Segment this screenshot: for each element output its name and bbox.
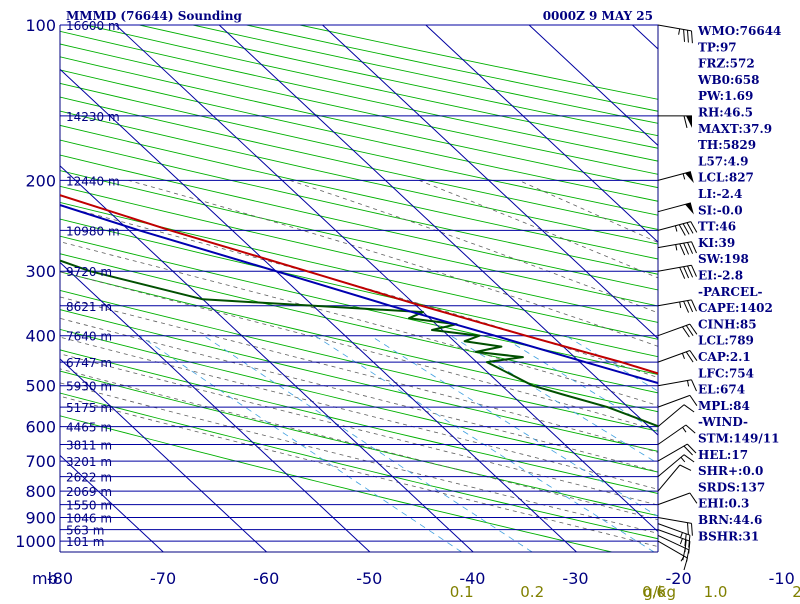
temperature-tick-label: -80 <box>47 569 73 588</box>
index-line: EL:674 <box>698 383 745 397</box>
index-line: L57:4.9 <box>698 154 748 168</box>
temperature-tick-label: -30 <box>562 569 588 588</box>
pressure-tick-label: 300 <box>25 262 56 281</box>
index-line: SRDS:137 <box>698 480 765 494</box>
temperature-tick-label: -70 <box>150 569 176 588</box>
index-line: LCL:789 <box>698 334 754 348</box>
height-label: 12440 m <box>66 174 120 188</box>
pressure-tick-label: 800 <box>25 482 56 501</box>
height-label: 3201 m <box>66 455 112 469</box>
pressure-tick-label: 700 <box>25 452 56 471</box>
temperature-tick-label: -60 <box>253 569 279 588</box>
index-line: CAPE:1402 <box>698 301 773 315</box>
pressure-tick-label: 400 <box>25 327 56 346</box>
temperature-tick-label: -50 <box>356 569 382 588</box>
index-line: STM:149/11 <box>698 432 779 446</box>
index-line: TT:46 <box>698 220 736 234</box>
height-label: 9720 m <box>66 265 112 279</box>
mixing-ratio-unit-label: g/kg <box>643 583 676 600</box>
index-line: EHI:0.3 <box>698 497 749 511</box>
pressure-tick-label: 600 <box>25 418 56 437</box>
height-label: 4465 m <box>66 421 112 435</box>
mixing-ratio-tick-label: 0.1 <box>450 583 474 600</box>
index-line: -WIND- <box>698 415 748 429</box>
height-label: 2622 m <box>66 471 112 485</box>
mixing-ratio-tick-label: 0.2 <box>520 583 544 600</box>
index-line: WB0:658 <box>697 73 759 87</box>
index-line: LCL:827 <box>698 171 754 185</box>
height-label: 1550 m <box>66 499 112 513</box>
index-line: TP:97 <box>698 40 737 54</box>
index-line: PW:1.69 <box>698 89 753 103</box>
index-line: RH:46.5 <box>698 106 753 120</box>
index-line: BRN:44.6 <box>698 513 762 527</box>
index-line: MPL:84 <box>698 399 750 413</box>
index-line: FRZ:572 <box>698 57 755 71</box>
chart-title: MMMD (76644) Sounding <box>66 9 243 23</box>
index-line: WMO:76644 <box>697 24 781 38</box>
height-label: 8621 m <box>66 300 112 314</box>
temperature-tick-label: -10 <box>769 569 795 588</box>
mixing-ratio-tick-label: 2.0 <box>792 583 800 600</box>
pressure-tick-label: 500 <box>25 377 56 396</box>
height-label: 7640 m <box>66 330 112 344</box>
index-line: HEL:17 <box>698 448 748 462</box>
index-line: SW:198 <box>698 252 749 266</box>
height-label: 5175 m <box>66 401 112 415</box>
height-label: 6747 m <box>66 356 112 370</box>
height-label: 101 m <box>66 535 104 549</box>
index-line: SHR+:0.0 <box>698 464 763 478</box>
index-line: BSHR:31 <box>698 529 759 543</box>
index-line: EI:-2.8 <box>698 269 743 283</box>
index-line: CINH:85 <box>698 317 757 331</box>
height-label: 5930 m <box>66 380 112 394</box>
chart-time: 0000Z 9 MAY 25 <box>543 9 653 23</box>
index-line: SI:-0.0 <box>698 203 743 217</box>
pressure-tick-label: 900 <box>25 509 56 528</box>
pressure-tick-label: 100 <box>25 16 56 35</box>
height-label: 10980 m <box>66 224 120 238</box>
pressure-tick-label: 200 <box>25 171 56 190</box>
mixing-ratio-tick-label: 1.0 <box>704 583 728 600</box>
pressure-tick-label: 1000 <box>15 532 56 551</box>
height-label: 14230 m <box>66 110 120 124</box>
height-label: 3811 m <box>66 439 112 453</box>
index-line: KI:39 <box>698 236 735 250</box>
index-line: CAP:2.1 <box>698 350 751 364</box>
index-line: -PARCEL- <box>698 285 763 299</box>
index-line: MAXT:37.9 <box>698 122 772 136</box>
index-line: LI:-2.4 <box>698 187 742 201</box>
index-line: LFC:754 <box>698 366 754 380</box>
height-label: 2069 m <box>66 485 112 499</box>
index-line: TH:5829 <box>698 138 756 152</box>
